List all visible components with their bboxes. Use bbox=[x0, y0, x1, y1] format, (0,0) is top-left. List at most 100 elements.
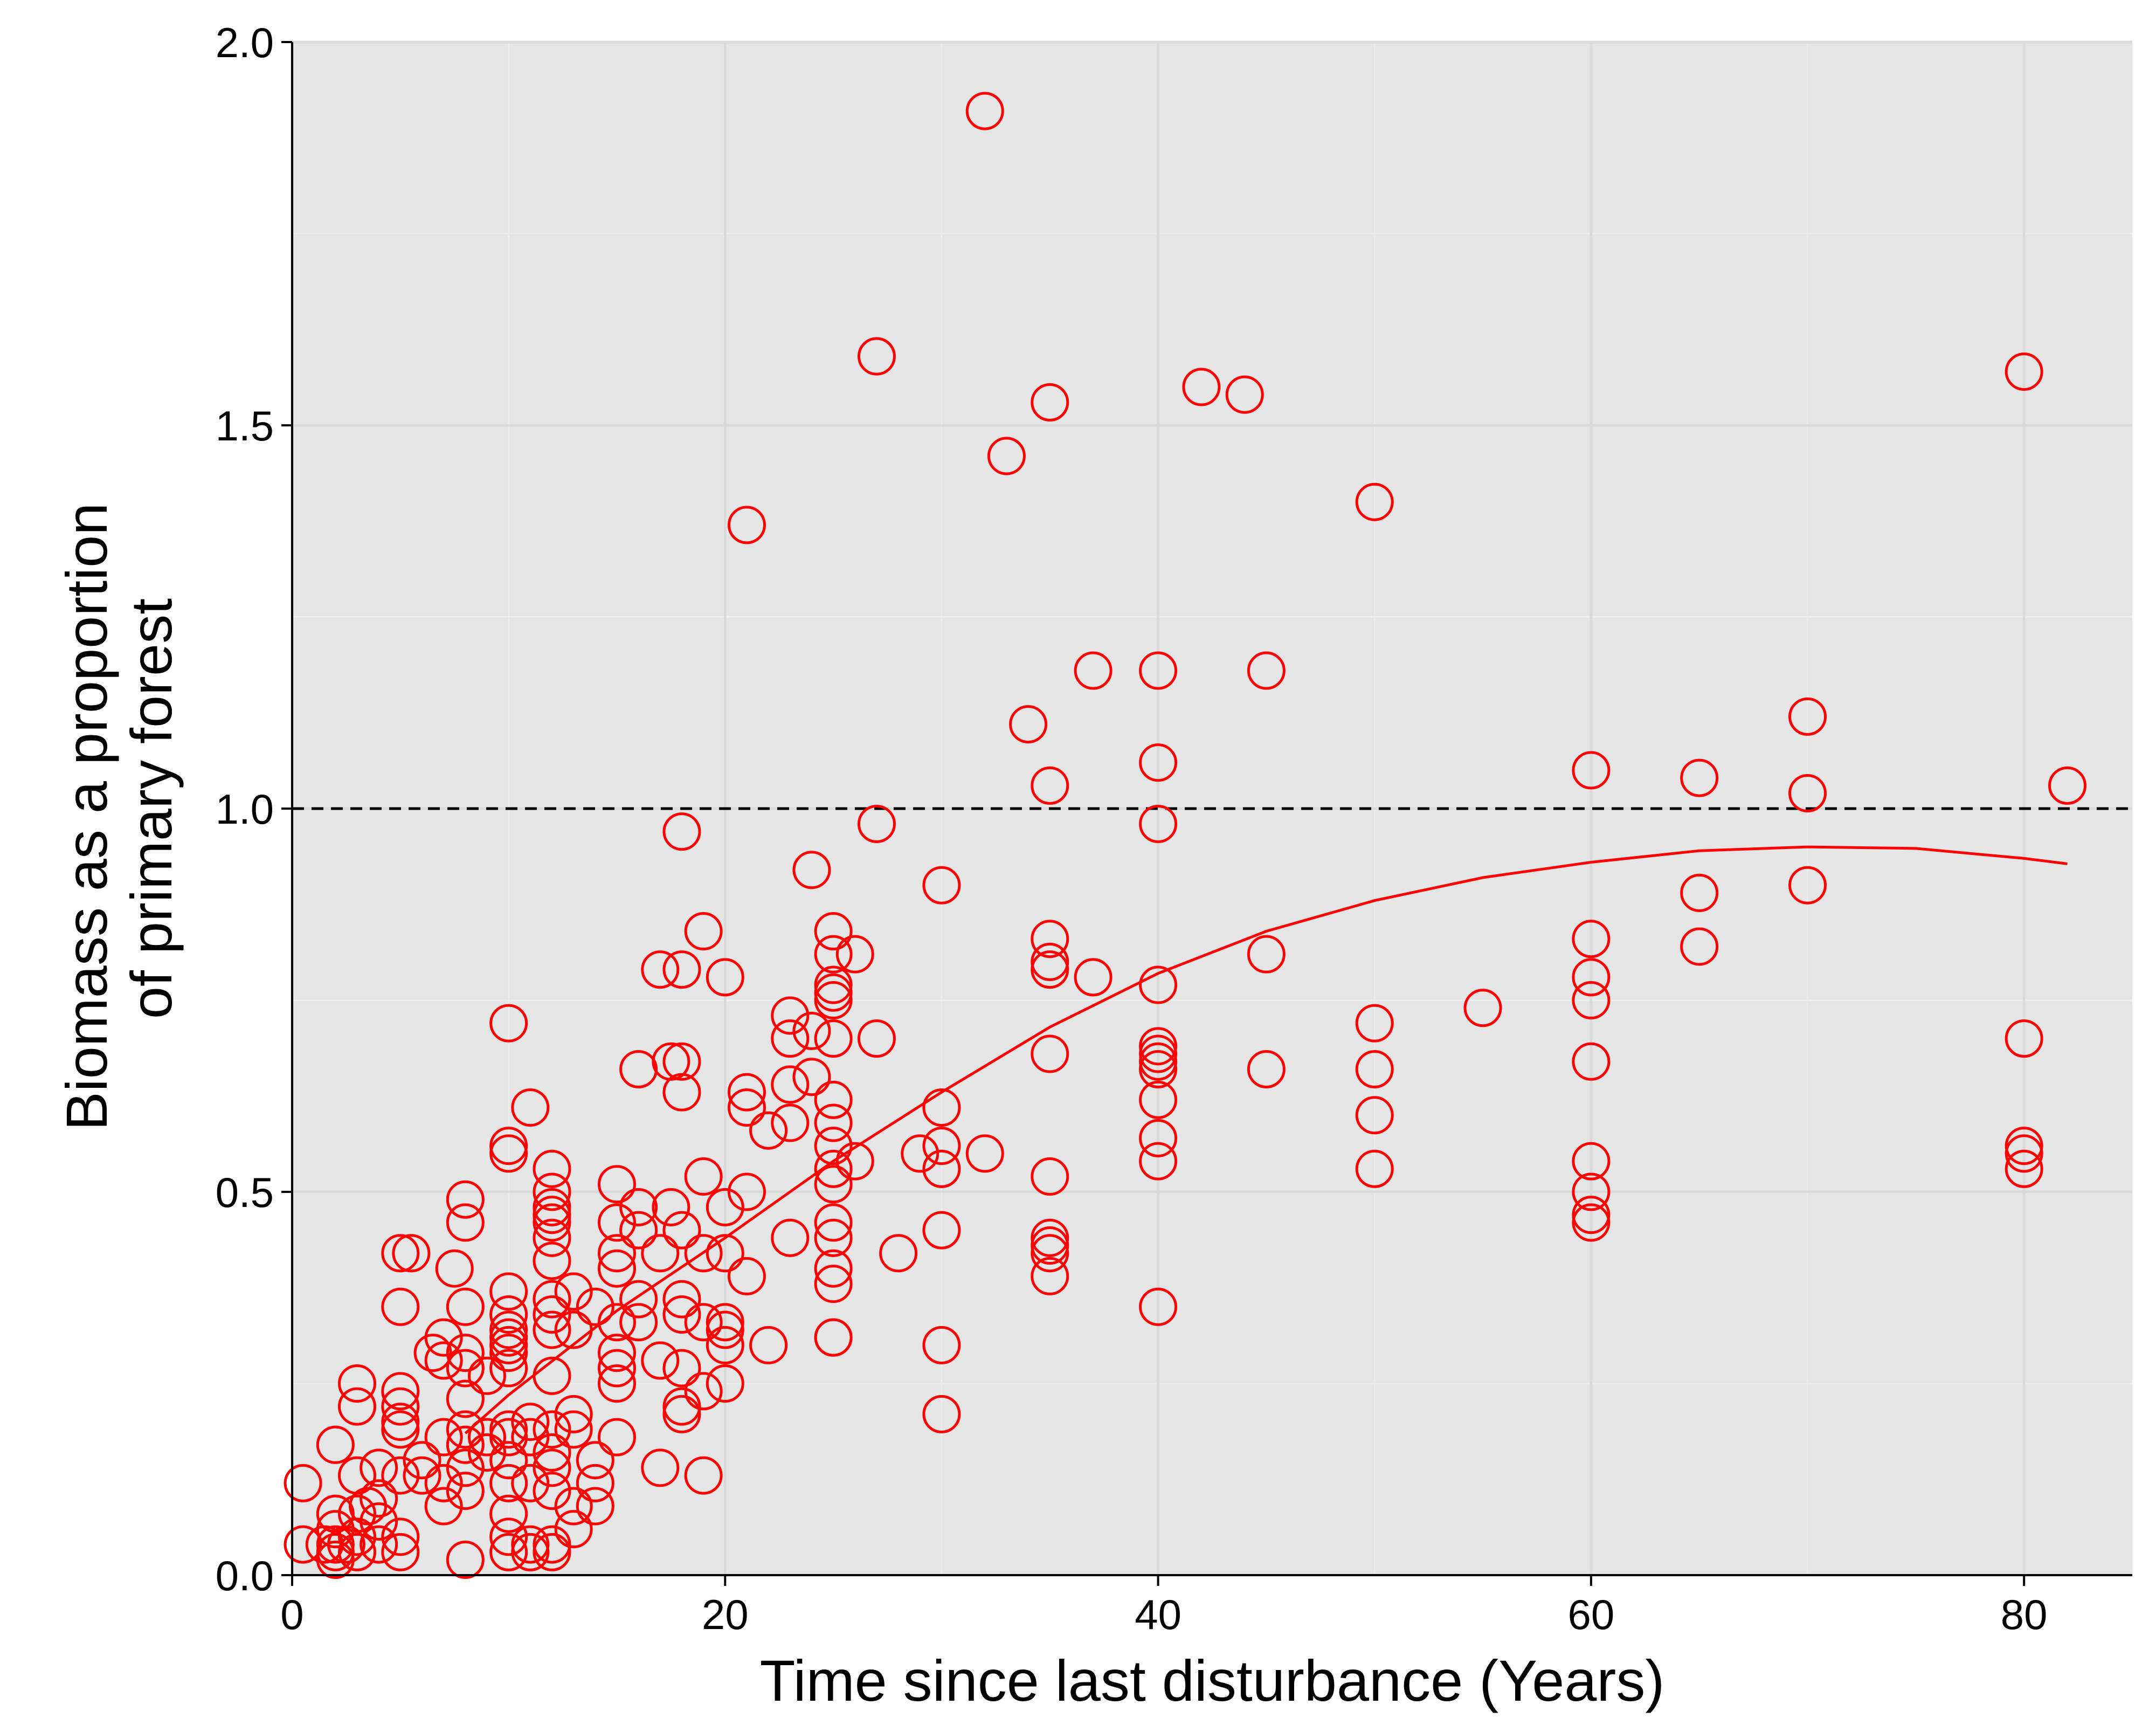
data-point bbox=[403, 1456, 441, 1495]
data-point bbox=[652, 1188, 690, 1226]
data-point bbox=[706, 958, 744, 997]
data-point bbox=[489, 1464, 528, 1502]
data-point bbox=[1031, 920, 1069, 958]
data-point bbox=[489, 1326, 528, 1364]
data-point bbox=[619, 1211, 658, 1250]
data-point bbox=[857, 337, 896, 376]
data-point bbox=[706, 1303, 744, 1342]
data-point bbox=[511, 1533, 550, 1571]
data-point bbox=[1031, 950, 1069, 989]
data-point bbox=[424, 1341, 463, 1380]
data-point bbox=[1463, 989, 1502, 1027]
data-point bbox=[771, 996, 810, 1035]
data-point bbox=[814, 1165, 853, 1204]
data-point bbox=[1680, 758, 1719, 797]
y-axis-title-line-2: of primary forest bbox=[119, 598, 184, 1019]
data-point bbox=[1031, 1226, 1069, 1265]
data-point bbox=[814, 1249, 853, 1288]
data-point bbox=[467, 1356, 506, 1395]
data-point bbox=[446, 1448, 485, 1487]
data-point bbox=[554, 1410, 593, 1449]
data-point bbox=[749, 1326, 788, 1364]
data-point bbox=[792, 1058, 831, 1096]
data-point bbox=[1031, 942, 1069, 981]
data-point bbox=[1572, 751, 1611, 790]
data-point bbox=[684, 1303, 723, 1342]
data-point bbox=[922, 1149, 961, 1188]
data-point bbox=[706, 1326, 744, 1364]
data-point bbox=[284, 1464, 322, 1502]
data-point bbox=[489, 1418, 528, 1457]
data-point bbox=[2005, 1127, 2043, 1165]
data-point bbox=[533, 1533, 571, 1571]
data-point bbox=[727, 1257, 766, 1295]
data-point bbox=[2005, 352, 2043, 391]
data-point bbox=[771, 1218, 810, 1257]
data-point bbox=[662, 812, 701, 851]
data-point bbox=[533, 1241, 571, 1280]
data-point bbox=[1074, 958, 1112, 997]
data-point bbox=[533, 1525, 571, 1564]
data-point bbox=[381, 1517, 420, 1556]
data-point bbox=[662, 1395, 701, 1433]
data-point bbox=[1139, 1119, 1178, 1157]
data-point bbox=[1680, 927, 1719, 966]
data-point bbox=[1139, 804, 1178, 843]
data-point bbox=[1355, 1096, 1394, 1135]
data-point bbox=[576, 1441, 614, 1480]
data-point bbox=[381, 1533, 420, 1571]
data-point bbox=[597, 1349, 636, 1388]
y-axis-ticks: 0.0 0.5 1.0 1.5 2.0 bbox=[216, 19, 292, 1599]
data-point bbox=[381, 1403, 420, 1441]
data-point bbox=[467, 1433, 506, 1472]
y-tick-label: 2.0 bbox=[216, 19, 274, 66]
data-point bbox=[337, 1533, 376, 1571]
data-point bbox=[489, 1127, 528, 1165]
data-point bbox=[662, 1073, 701, 1112]
data-point bbox=[435, 1249, 474, 1288]
data-point bbox=[814, 912, 853, 951]
data-point bbox=[446, 1472, 485, 1510]
data-point bbox=[727, 506, 766, 544]
data-point bbox=[814, 1318, 853, 1357]
data-point bbox=[489, 1410, 528, 1449]
data-point bbox=[2005, 1134, 2043, 1173]
data-point bbox=[965, 92, 1004, 130]
data-point bbox=[857, 804, 896, 843]
data-point bbox=[1355, 1149, 1394, 1188]
data-point bbox=[1225, 375, 1264, 414]
data-point bbox=[381, 1387, 420, 1426]
data-point bbox=[489, 1334, 528, 1372]
data-point bbox=[662, 1295, 701, 1334]
data-point bbox=[533, 1149, 571, 1188]
data-point bbox=[1788, 866, 1827, 905]
data-point bbox=[619, 1188, 658, 1226]
data-point bbox=[1139, 965, 1178, 1004]
data-point bbox=[727, 1172, 766, 1211]
data-point bbox=[727, 1073, 766, 1112]
data-point bbox=[381, 1372, 420, 1411]
data-point bbox=[533, 1196, 571, 1234]
data-point bbox=[446, 1425, 485, 1464]
data-point bbox=[554, 1487, 593, 1526]
data-point bbox=[922, 1211, 961, 1250]
data-point bbox=[1572, 1196, 1611, 1234]
data-point bbox=[489, 1517, 528, 1556]
data-point bbox=[1572, 920, 1611, 958]
data-point bbox=[511, 1525, 550, 1564]
data-point bbox=[1182, 368, 1221, 406]
data-point bbox=[1247, 1050, 1286, 1088]
data-point bbox=[1355, 482, 1394, 521]
data-point bbox=[467, 1418, 506, 1457]
data-point bbox=[706, 1234, 744, 1273]
data-point bbox=[446, 1203, 485, 1242]
data-point bbox=[1009, 705, 1048, 744]
data-point bbox=[684, 1157, 723, 1196]
data-point bbox=[922, 866, 961, 905]
data-point bbox=[922, 1395, 961, 1433]
data-point bbox=[814, 1019, 853, 1058]
data-point bbox=[1572, 1172, 1611, 1211]
data-point bbox=[424, 1487, 463, 1526]
x-axis-title: Time since last disturbance (Years) bbox=[760, 1648, 1665, 1713]
